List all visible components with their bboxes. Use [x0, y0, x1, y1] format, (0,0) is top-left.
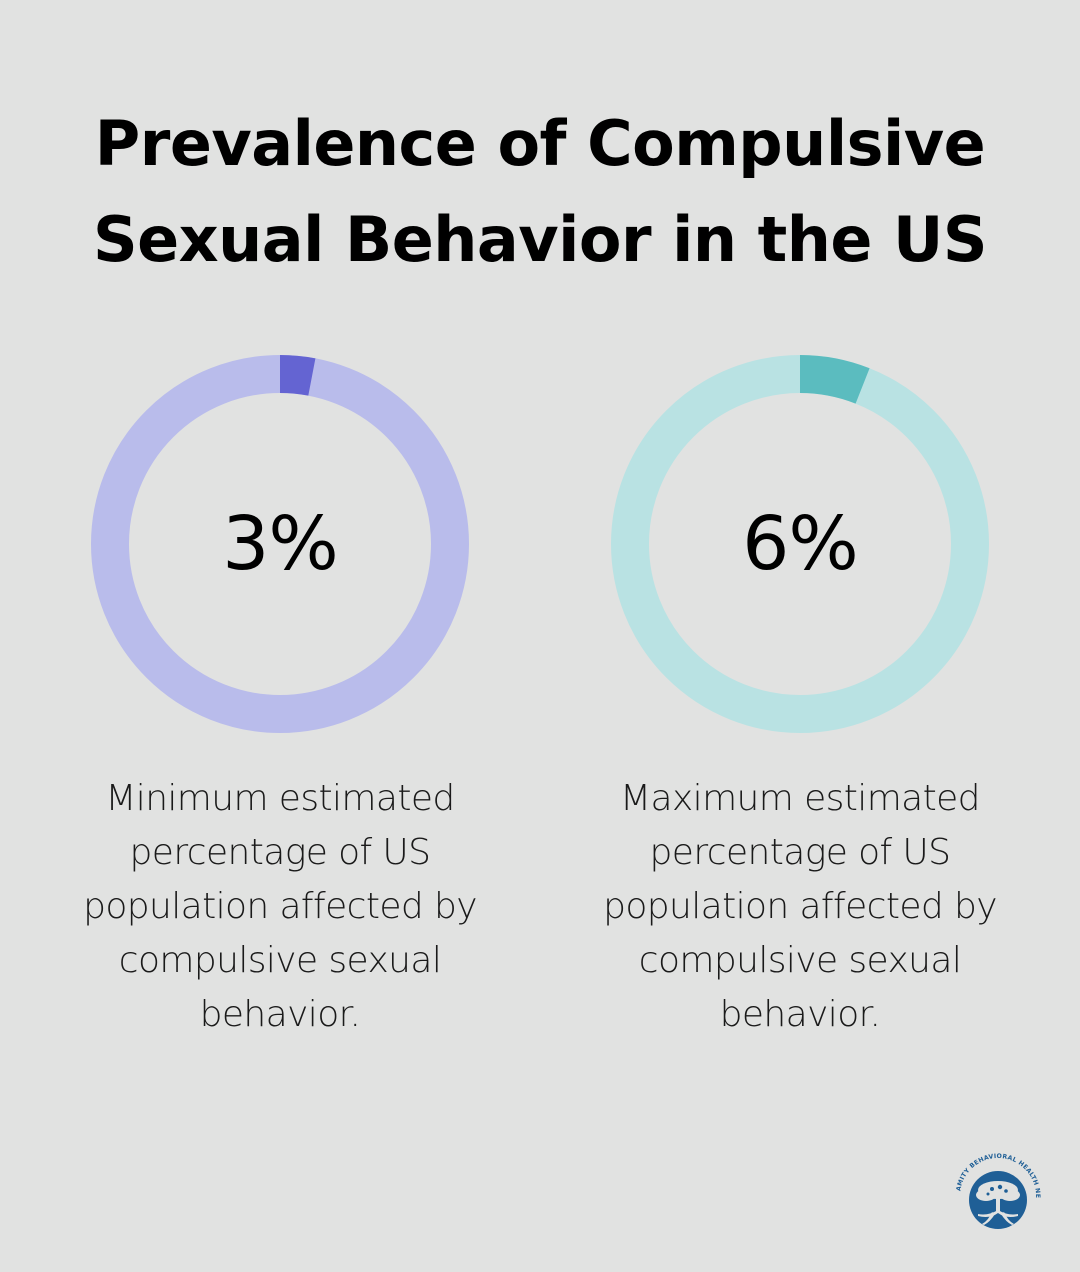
donut-chart-maximum: 6%	[610, 354, 990, 734]
logo-tree-leaves	[986, 1184, 1008, 1196]
donut-value-arc-maximum	[799, 355, 870, 404]
description-maximum: Maximum estimated percentage of US popul…	[603, 778, 997, 1035]
chart-title-line-1: Prevalence of Compulsive	[94, 107, 986, 180]
logo-tree	[976, 1181, 1020, 1225]
description-minimum: Minimum estimated percentage of US popul…	[83, 778, 477, 1035]
amity-logo: AMITY BEHAVIORAL HEALTH NETWORK	[944, 1141, 1048, 1246]
chart-title: Prevalence of Compulsive Sexual Behavior…	[0, 96, 1080, 288]
donut-value-label-maximum: 6%	[742, 501, 858, 587]
donut-value-label-minimum: 3%	[222, 501, 338, 587]
tree-icon: AMITY BEHAVIORAL HEALTH NETWORK	[944, 1141, 1041, 1229]
donut-svg-minimum	[91, 355, 469, 733]
donut-svg-maximum	[611, 355, 989, 733]
donut-chart-minimum: 3%	[90, 354, 470, 734]
chart-title-line-2: Sexual Behavior in the US	[92, 203, 988, 276]
donut-value-arc-minimum	[279, 355, 316, 396]
